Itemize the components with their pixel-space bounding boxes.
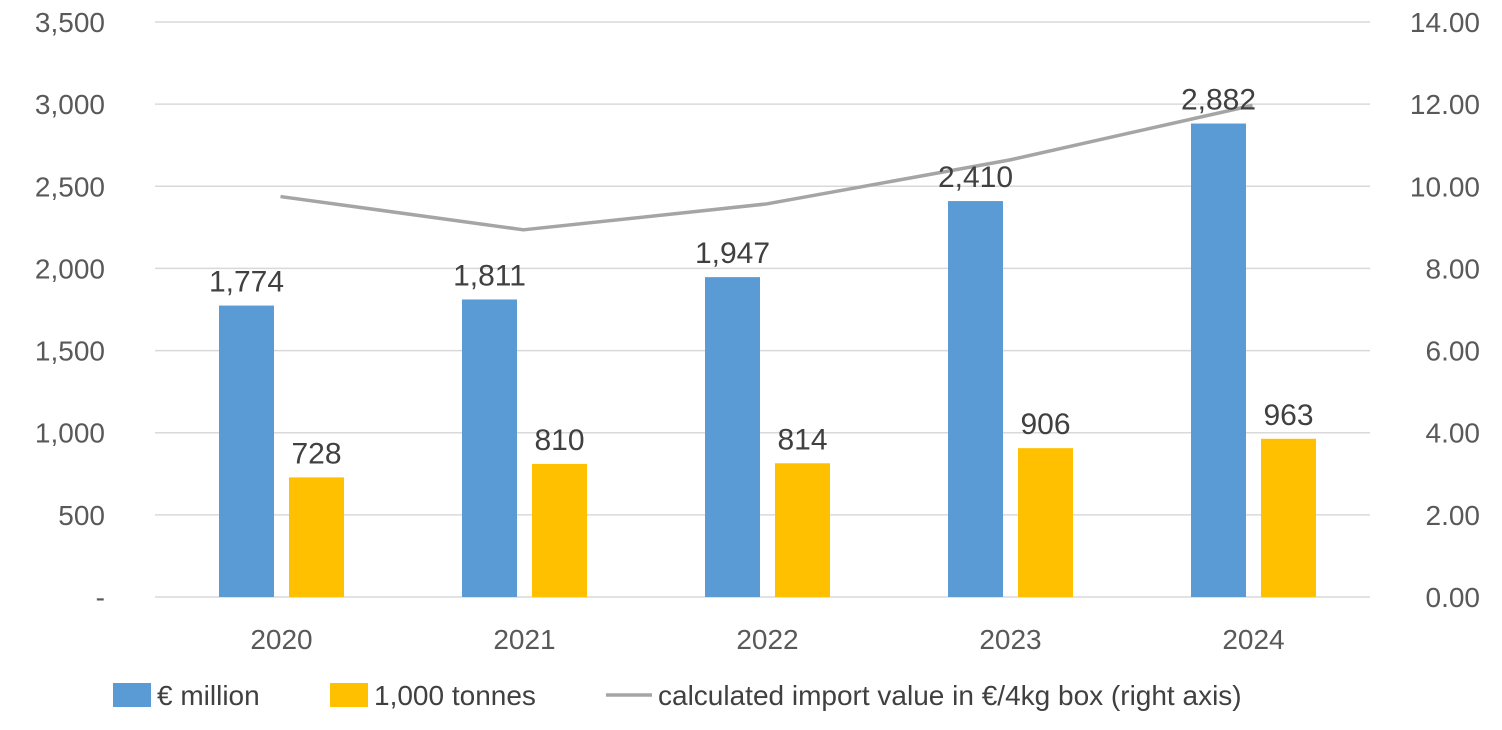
data-label: 814 bbox=[777, 423, 827, 456]
y-left-tick-label: 3,000 bbox=[35, 89, 105, 120]
y-left-tick-label: 2,500 bbox=[35, 171, 105, 202]
bar-eur-million bbox=[462, 299, 517, 597]
y-right-tick-label: 2.00 bbox=[1426, 500, 1481, 531]
legend-label-thousand-tonnes: 1,000 tonnes bbox=[374, 680, 536, 711]
bars bbox=[219, 123, 1316, 598]
legend-swatch-thousand-tonnes bbox=[330, 683, 368, 707]
x-tick-label: 2023 bbox=[979, 624, 1041, 655]
bar-eur-million bbox=[705, 277, 760, 597]
x-tick-label: 2020 bbox=[250, 624, 312, 655]
y-right-tick-label: 8.00 bbox=[1426, 253, 1481, 284]
bar-eur-million bbox=[1191, 123, 1246, 598]
data-label: 1,811 bbox=[453, 259, 526, 292]
y-left-tick-label: 1,000 bbox=[35, 418, 105, 449]
bar-thousand-tonnes bbox=[289, 477, 344, 597]
y-right-tick-label: 12.00 bbox=[1410, 89, 1480, 120]
data-label: 1,774 bbox=[209, 266, 284, 299]
data-label: 728 bbox=[291, 437, 341, 470]
x-tick-label: 2021 bbox=[493, 624, 555, 655]
gridlines bbox=[155, 21, 1370, 598]
bar-thousand-tonnes bbox=[1018, 448, 1073, 597]
bar-thousand-tonnes bbox=[775, 463, 830, 597]
data-label: 906 bbox=[1020, 408, 1070, 441]
y-left-tick-label: 1,500 bbox=[35, 336, 105, 367]
y-right-tick-label: 4.00 bbox=[1426, 418, 1481, 449]
legend: € million 1,000 tonnes calculated import v… bbox=[113, 680, 1242, 711]
y-left-tick-label: - bbox=[96, 582, 105, 613]
y-left-tick-label: 500 bbox=[58, 500, 105, 531]
bar-eur-million bbox=[219, 305, 274, 597]
axes: - 500 1,000 1,500 2,000 2,500 3,000 3,500 0.00 2.… bbox=[35, 7, 1480, 655]
x-tick-label: 2022 bbox=[736, 624, 798, 655]
data-label: 2,882 bbox=[1181, 84, 1256, 117]
bar-thousand-tonnes bbox=[532, 463, 587, 597]
legend-swatch-eur-million bbox=[113, 683, 151, 707]
data-label: 1,947 bbox=[695, 237, 770, 270]
data-label: 963 bbox=[1263, 399, 1313, 432]
data-label: 2,410 bbox=[938, 161, 1013, 194]
import-value-line bbox=[280, 103, 1253, 232]
x-tick-label: 2024 bbox=[1222, 624, 1284, 655]
bar-thousand-tonnes bbox=[1261, 438, 1316, 597]
legend-label-eur-million: € million bbox=[157, 680, 260, 711]
y-left-tick-label: 3,500 bbox=[35, 7, 105, 38]
line-series bbox=[280, 103, 1253, 232]
data-label: 810 bbox=[534, 424, 584, 457]
data-labels: 1,774 1,811 1,947 2,410 2,882 728 810 814 906 963 bbox=[209, 84, 1314, 471]
y-right-tick-label: 14.00 bbox=[1410, 7, 1480, 38]
y-right-tick-label: 6.00 bbox=[1426, 336, 1481, 367]
bar-eur-million bbox=[948, 201, 1003, 598]
y-right-tick-label: 0.00 bbox=[1426, 582, 1481, 613]
legend-label-import-value: calculated import value in €/4kg box (ri… bbox=[658, 680, 1242, 711]
y-left-tick-label: 2,000 bbox=[35, 253, 105, 284]
y-right-tick-label: 10.00 bbox=[1410, 171, 1480, 202]
